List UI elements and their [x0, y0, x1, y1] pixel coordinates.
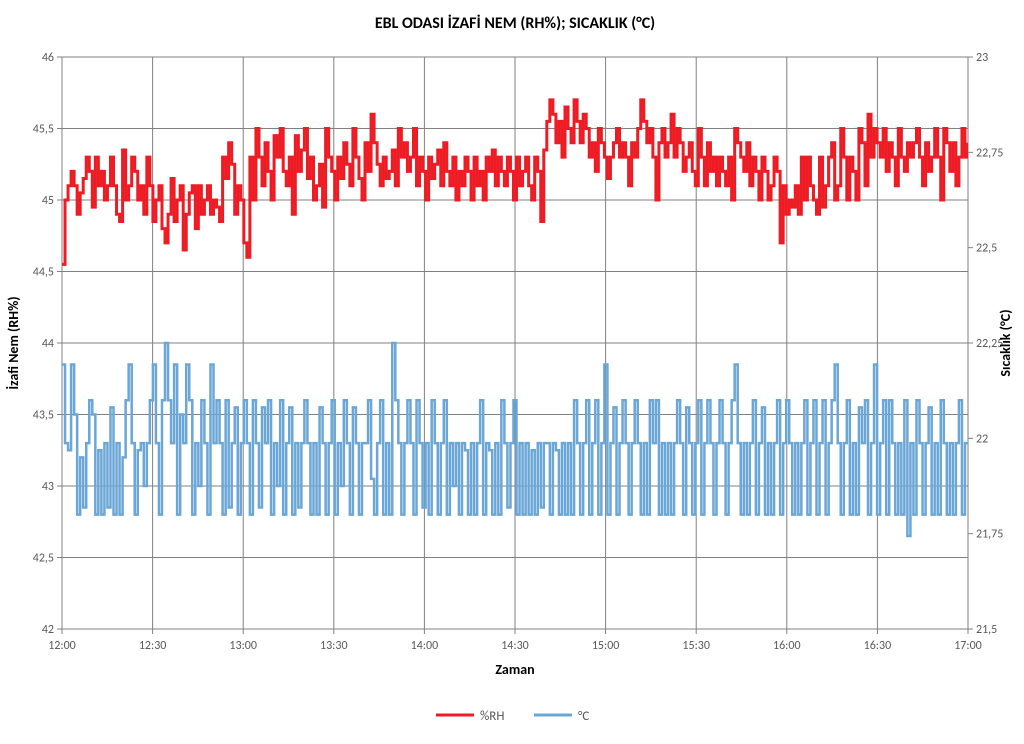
y-right-tick-label: 21,5	[976, 623, 997, 637]
x-tick-label: 13:30	[320, 639, 348, 653]
legend-label: °C	[578, 709, 589, 724]
x-tick-label: 12:30	[139, 639, 167, 653]
y-right-axis-title: Sıcaklık (°C)	[997, 309, 1014, 376]
y-left-tick-label: 44,5	[33, 266, 54, 280]
x-axis-title: Zaman	[495, 661, 534, 678]
chart-svg: EBL ODASI İZAFİ NEM (RH%); SICAKLIK (°C)…	[0, 0, 1024, 744]
y-left-tick-label: 42,5	[33, 552, 54, 566]
y-left-tick-label: 42	[42, 623, 54, 637]
y-right-tick-label: 23	[976, 51, 988, 65]
legend-label: %RH	[480, 709, 504, 724]
x-tick-label: 15:00	[592, 639, 620, 653]
x-tick-label: 14:00	[411, 639, 439, 653]
x-tick-label: 12:00	[48, 639, 76, 653]
y-right-tick-label: 22,5	[976, 242, 997, 256]
y-left-tick-label: 43,5	[33, 409, 54, 423]
y-left-axis-title: İzafi Nem (RH%)	[5, 296, 22, 389]
x-tick-label: 16:30	[864, 639, 892, 653]
y-left-tick-label: 45,5	[33, 123, 54, 137]
y-right-tick-label: 22	[976, 432, 988, 446]
chart-container: EBL ODASI İZAFİ NEM (RH%); SICAKLIK (°C)…	[0, 0, 1024, 744]
y-left-tick-label: 44	[42, 337, 54, 351]
x-tick-label: 14:30	[501, 639, 529, 653]
y-left-tick-label: 43	[42, 480, 54, 494]
x-tick-label: 16:00	[773, 639, 801, 653]
x-tick-label: 15:30	[682, 639, 710, 653]
y-left-tick-label: 45	[42, 194, 54, 208]
y-left-tick-label: 46	[42, 51, 54, 65]
y-right-tick-label: 22,75	[976, 146, 1003, 160]
x-tick-label: 13:00	[229, 639, 257, 653]
y-right-tick-label: 21,75	[976, 528, 1003, 542]
x-tick-label: 17:00	[954, 639, 982, 653]
chart-title: EBL ODASI İZAFİ NEM (RH%); SICAKLIK (°C)	[375, 14, 655, 33]
